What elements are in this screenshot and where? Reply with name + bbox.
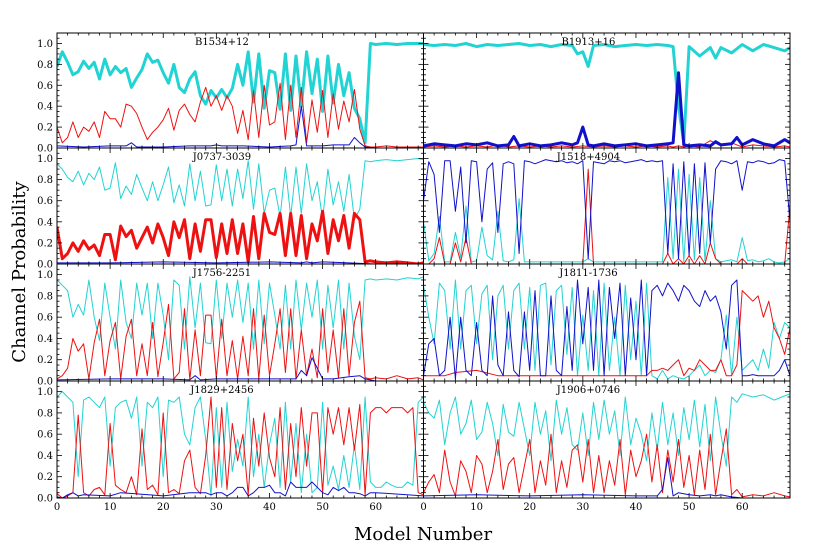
series-line-red — [57, 396, 424, 498]
y-tick-label: 1.0 — [37, 39, 53, 50]
panel-5: J1811-1736 — [423, 263, 791, 382]
series-line-blue — [423, 279, 790, 380]
series-line-red — [423, 168, 790, 264]
x-tick-label: 40 — [630, 502, 643, 513]
y-tick-label: 0.2 — [37, 355, 53, 366]
x-tick-label: 10 — [470, 502, 483, 513]
panel-title: B1913+16 — [561, 37, 615, 48]
y-tick-label: 0.6 — [37, 81, 53, 92]
x-tick-label: 60 — [369, 502, 382, 513]
series-line-blue — [57, 357, 424, 381]
x-tick-label: 20 — [157, 502, 170, 513]
y-tick-label: 0.6 — [37, 313, 53, 324]
panel-3: J1518+4904 — [423, 147, 791, 265]
panel-grid: 0.0 0.2 0.4 0.6 0.8 1.0 B1534+12 B1913+16 0.0 0.2… — [37, 32, 791, 513]
x-axis-title: Model Number — [354, 524, 493, 545]
panel-title: J1829+2456 — [189, 385, 253, 396]
series-line-red — [57, 300, 424, 381]
x-tick-label: 20 — [523, 502, 536, 513]
series-line-red — [57, 209, 424, 264]
series-line-blue — [57, 481, 424, 498]
y-tick-label: 0.4 — [37, 102, 53, 113]
series-line-blue — [423, 71, 790, 148]
x-tick-label: 50 — [316, 502, 329, 513]
panel-frame — [423, 380, 791, 499]
x-tick-label: 50 — [683, 502, 696, 513]
series-line-red — [423, 428, 790, 498]
x-tick-label: 30 — [576, 502, 589, 513]
y-tick-label: 0.0 — [37, 494, 53, 505]
series-line-cyan — [57, 276, 424, 361]
series-line-red — [423, 290, 790, 377]
panel-title: J1756-2251 — [192, 268, 251, 279]
x-tick-label: 0 — [54, 502, 60, 513]
x-tick-label: 10 — [104, 502, 117, 513]
y-tick-label: 0.2 — [37, 238, 53, 249]
y-tick-label: 1.0 — [37, 270, 53, 281]
y-tick-label: 0.8 — [37, 408, 53, 419]
panel-7: 0 10 20 30 40 50 60 J1906+0746 — [420, 380, 791, 513]
x-tick-label: 30 — [210, 502, 223, 513]
y-tick-label: 0.6 — [37, 430, 53, 441]
x-tick-label: 60 — [736, 502, 749, 513]
panel-title: J1518+4904 — [556, 152, 620, 163]
y-tick-label: 0.8 — [37, 291, 53, 302]
panel-frame — [56, 263, 424, 382]
series-line-cyan — [423, 168, 790, 264]
y-tick-label: 0.6 — [37, 196, 53, 207]
panel-title: B1534+12 — [195, 37, 249, 48]
y-tick-label: 0.8 — [37, 60, 53, 71]
panel-title: J1906+0746 — [556, 385, 620, 396]
y-tick-label: 0.4 — [37, 217, 53, 228]
y-tick-label: 1.0 — [37, 154, 53, 165]
y-tick-label: 0.0 — [37, 377, 53, 388]
y-axis-title: Channel Probability — [9, 180, 30, 362]
y-tick-label: 0.2 — [37, 123, 53, 134]
y-tick-label: 0.0 — [37, 260, 53, 271]
x-tick-label: 0 — [420, 502, 426, 513]
panel-title: J0737-3039 — [192, 152, 251, 163]
series-line-red — [57, 82, 424, 148]
panel-6: 0.0 0.2 0.4 0.6 0.8 1.0 0 10 20 30 40 50 60 J1829+245… — [37, 380, 424, 513]
panel-4: 0.0 0.2 0.4 0.6 0.8 1.0 J1756-2251 — [37, 263, 424, 388]
series-line-cyan — [423, 393, 790, 467]
y-tick-label: 0.0 — [37, 144, 53, 155]
series-line-cyan — [57, 158, 424, 221]
series-line-blue — [57, 105, 424, 148]
y-tick-label: 0.4 — [37, 451, 53, 462]
series-line-blue — [57, 261, 424, 264]
panel-title: J1811-1736 — [558, 268, 617, 279]
series-line-cyan — [57, 42, 424, 145]
panel-0: 0.0 0.2 0.4 0.6 0.8 1.0 B1534+12 — [37, 32, 424, 155]
panel-1: B1913+16 — [423, 32, 791, 149]
y-tick-label: 0.4 — [37, 334, 53, 345]
x-tick-label: 40 — [263, 502, 276, 513]
y-tick-label: 0.8 — [37, 175, 53, 186]
series-line-cyan — [423, 42, 790, 145]
y-tick-label: 1.0 — [37, 387, 53, 398]
series-line-blue — [423, 159, 790, 260]
y-tick-label: 0.2 — [37, 472, 53, 483]
panel-2: 0.0 0.2 0.4 0.6 0.8 1.0 J0737-3039 — [37, 147, 424, 271]
